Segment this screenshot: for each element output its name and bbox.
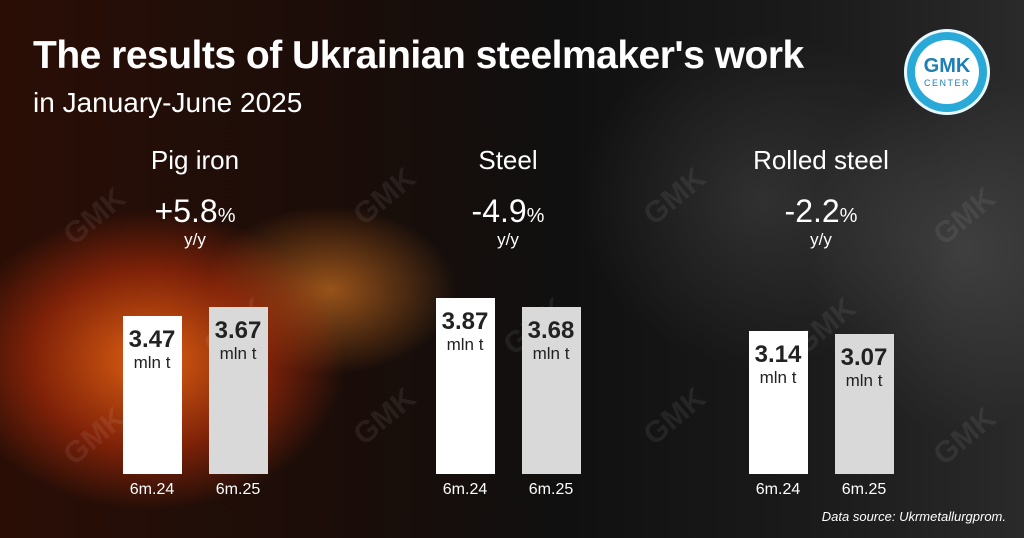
bar-value-label: 3.47 (128, 326, 176, 353)
watermark-text: GMK (347, 381, 423, 452)
gmk-center-logo: GMK CENTER (904, 29, 990, 115)
bar-value-label: 3.87 (441, 308, 489, 335)
category-label: 6m.25 (528, 481, 574, 498)
logo-inner-circle: GMK CENTER (915, 40, 979, 104)
bar-value-label: 3.14 (754, 341, 802, 368)
bar-6m.25: 3.07 mln t (834, 334, 894, 474)
watermark-text: GMK (637, 161, 713, 232)
change-unit: % (217, 205, 236, 227)
bar-unit-label: mln t (446, 335, 484, 354)
bar-6m.24: 3.47 mln t (122, 316, 182, 474)
change-basis: y/y (184, 230, 206, 249)
bar-6m.25: 3.68 mln t (521, 307, 581, 474)
change-unit: % (526, 205, 545, 227)
bar-6m.24: 3.14 mln t (748, 331, 808, 474)
bar-6m.25: 3.67 mln t (208, 307, 268, 474)
change-value: +5.8% (95, 193, 295, 230)
chart-title: Pig iron (150, 145, 240, 175)
bar-value-label: 3.68 (527, 317, 575, 344)
logo-main-text: GMK (923, 55, 971, 77)
change-number: -4.9 (471, 193, 527, 229)
bar-unit-label: mln t (532, 344, 570, 363)
category-label: 6m.24 (442, 481, 488, 498)
bar-value-label: 3.67 (214, 317, 262, 344)
watermark-text: GMK (927, 401, 1003, 472)
bar-6m.24: 3.87 mln t (435, 298, 495, 474)
change-value: -4.9% (408, 193, 608, 230)
chart-title: Steel (478, 145, 538, 175)
data-source-note: Data source: Ukrmetallurgprom. (821, 509, 1006, 524)
page-title: The results of Ukrainian steelmaker's wo… (33, 34, 804, 77)
category-label: 6m.25 (841, 481, 887, 498)
change-unit: % (839, 205, 858, 227)
change-number: +5.8 (154, 193, 218, 229)
watermark-text: GMK (927, 181, 1003, 252)
bar-unit-label: mln t (219, 344, 257, 363)
category-label: 6m.24 (129, 481, 175, 498)
logo-sub-text: CENTER (923, 78, 970, 88)
watermark-text: GMK (637, 381, 713, 452)
change-basis: y/y (810, 230, 832, 249)
bar-unit-label: mln t (133, 353, 171, 372)
bar-value-label: 3.07 (840, 344, 888, 371)
watermark-text: GMK (57, 401, 133, 472)
change-value: -2.2% (721, 193, 921, 230)
page-subtitle: in January-June 2025 (33, 87, 303, 118)
bar-unit-label: mln t (845, 371, 883, 390)
category-label: 6m.24 (755, 481, 801, 498)
change-basis: y/y (497, 230, 519, 249)
bar-unit-label: mln t (759, 368, 797, 387)
category-label: 6m.25 (215, 481, 261, 498)
change-number: -2.2 (784, 193, 840, 229)
chart-title: Rolled steel (753, 145, 889, 175)
